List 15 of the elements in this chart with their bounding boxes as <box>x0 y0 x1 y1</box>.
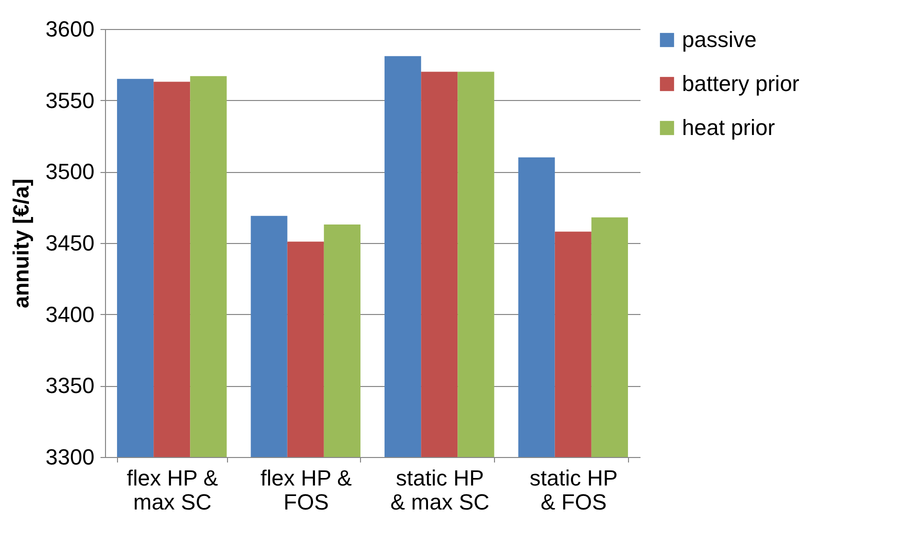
x-tick-label: static HP & max SC <box>390 466 490 514</box>
legend-label: passive <box>682 27 757 52</box>
y-tick-label: 3450 <box>46 230 94 256</box>
x-tick-label: static HP & FOS <box>530 466 618 514</box>
y-axis-title: annuity [€/a] <box>8 178 34 308</box>
y-tick-label: 3550 <box>46 88 94 113</box>
y-tick-label: 3350 <box>46 373 94 398</box>
y-tick-label: 3300 <box>46 444 94 470</box>
legend-label: heat prior <box>682 115 775 140</box>
y-tick-label: 3600 <box>46 16 94 42</box>
x-tick-label: flex HP & max SC <box>126 466 218 514</box>
y-tick-label: 3400 <box>46 302 94 327</box>
y-tick-label: 3500 <box>46 159 94 184</box>
x-tick-label: flex HP & FOS <box>260 466 352 514</box>
legend-label: battery prior <box>682 71 800 96</box>
